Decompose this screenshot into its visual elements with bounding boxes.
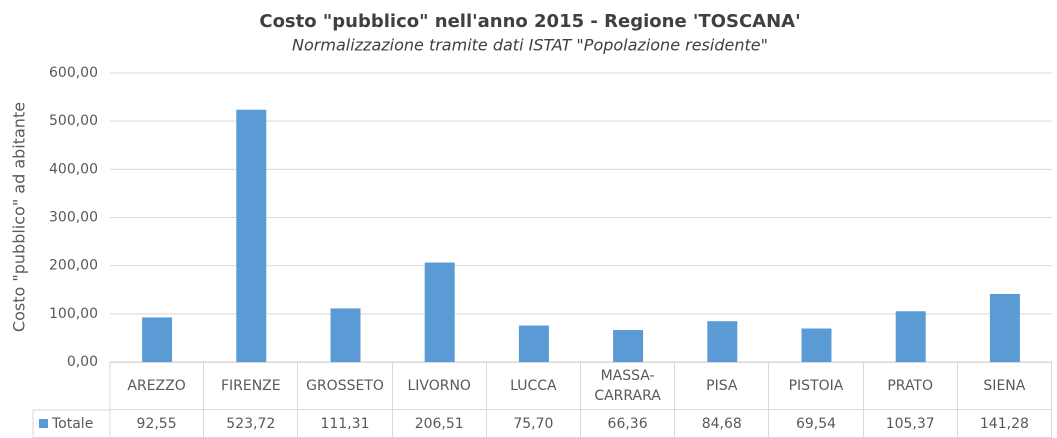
data-table-value: 206,51 — [392, 410, 487, 438]
y-tick-label: 600,00 — [49, 65, 98, 81]
data-table-value: 111,31 — [298, 410, 393, 438]
x-tick-label: AREZZO — [110, 362, 205, 410]
legend-label: Totale — [52, 415, 94, 432]
bar — [613, 330, 644, 362]
legend-entry: Totale — [33, 410, 110, 438]
data-table-value: 523,72 — [204, 410, 299, 438]
x-tick-label: PISA — [675, 362, 770, 410]
data-table-value: 84,68 — [675, 410, 770, 438]
y-tick-label: 400,00 — [49, 161, 98, 177]
x-tick-label: PRATO — [863, 362, 958, 410]
data-table-value: 141,28 — [957, 410, 1052, 438]
x-tick-label: SIENA — [957, 362, 1052, 410]
x-tick-label: MASSA-CARRARA — [581, 362, 676, 410]
data-table-value: 105,37 — [863, 410, 958, 438]
x-tick-label: FIRENZE — [204, 362, 299, 410]
x-tick-label: LUCCA — [486, 362, 581, 410]
bar — [330, 308, 361, 362]
bar — [989, 293, 1020, 362]
y-axis-label: Costo "pubblico" ad abitante — [10, 102, 29, 332]
data-table-value: 92,55 — [110, 410, 205, 438]
x-tick-label: PISTOIA — [769, 362, 864, 410]
bar — [424, 262, 455, 362]
chart-subtitle: Normalizzazione tramite dati ISTAT "Popo… — [292, 36, 768, 55]
bar — [142, 317, 173, 362]
chart-title: Costo "pubblico" nell'anno 2015 - Region… — [259, 11, 800, 32]
y-tick-label: 0,00 — [67, 354, 98, 370]
y-tick-label: 500,00 — [49, 113, 98, 129]
data-table-value: 66,36 — [581, 410, 676, 438]
bar — [801, 328, 832, 362]
bar — [236, 109, 267, 362]
legend-swatch — [39, 419, 48, 428]
data-table-value: 75,70 — [486, 410, 581, 438]
data-table-value: 69,54 — [769, 410, 864, 438]
y-tick-label: 300,00 — [49, 210, 98, 226]
y-tick-label: 100,00 — [49, 306, 98, 322]
x-tick-label: LIVORNO — [392, 362, 487, 410]
bar — [895, 311, 926, 362]
x-tick-label: GROSSETO — [298, 362, 393, 410]
bar — [518, 325, 549, 362]
y-tick-label: 200,00 — [49, 258, 98, 274]
bar — [707, 321, 738, 362]
